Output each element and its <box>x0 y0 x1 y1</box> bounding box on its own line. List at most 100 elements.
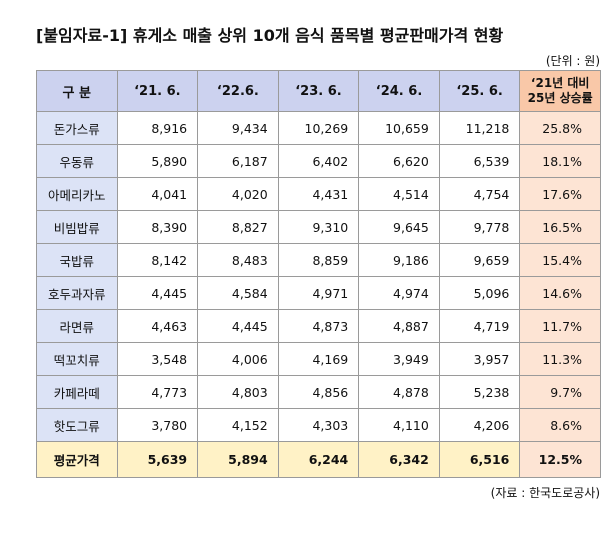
cell: 5,890 <box>116 144 199 178</box>
column-header: ‘24. 6. <box>358 70 440 112</box>
row-label: 평균가격 <box>36 441 118 478</box>
data-row: 비빔밥류 8,390 8,827 9,310 9,645 9,778 16.5% <box>36 210 601 244</box>
cell: 6,244 <box>277 441 360 478</box>
data-row: 떡꼬치류 3,548 4,006 4,169 3,949 3,957 11.3% <box>36 342 601 376</box>
cell: 16.5% <box>519 210 601 244</box>
cell: 8,859 <box>277 243 360 277</box>
header-row: 구 분 ‘21. 6. ‘22.6. ‘23. 6. ‘24. 6. ‘25. 6. ‘21… <box>36 70 601 112</box>
cell: 8,916 <box>116 111 199 145</box>
price-table: 구 분 ‘21. 6. ‘22.6. ‘23. 6. ‘24. 6. ‘25. 6. ‘21… <box>36 70 601 478</box>
data-row: 카페라떼 4,773 4,803 4,856 4,878 5,238 9.7% <box>36 375 601 409</box>
column-header: ‘25. 6. <box>438 70 521 112</box>
cell: 4,206 <box>438 408 521 442</box>
cell: 4,584 <box>197 276 279 310</box>
cell: 8.6% <box>519 408 601 442</box>
header-line: 25년 상승률 <box>527 91 593 105</box>
cell: 12.5% <box>519 441 601 478</box>
row-label: 우동류 <box>36 144 118 178</box>
data-row: 라면류 4,463 4,445 4,873 4,887 4,719 11.7% <box>36 309 601 343</box>
cell: 4,773 <box>116 375 199 409</box>
cell: 8,390 <box>116 210 199 244</box>
cell: 9,659 <box>438 243 521 277</box>
cell: 4,856 <box>277 375 360 409</box>
cell: 18.1% <box>519 144 601 178</box>
cell: 9,434 <box>197 111 279 145</box>
column-header: 구 분 <box>36 70 118 112</box>
cell: 6,620 <box>358 144 440 178</box>
cell: 9,186 <box>358 243 440 277</box>
cell: 17.6% <box>519 177 601 211</box>
cell: 11.7% <box>519 309 601 343</box>
cell: 4,514 <box>358 177 440 211</box>
data-row: 국밥류 8,142 8,483 8,859 9,186 9,659 15.4% <box>36 243 601 277</box>
cell: 4,971 <box>277 276 360 310</box>
row-label: 비빔밥류 <box>36 210 118 244</box>
data-row: 호두과자류 4,445 4,584 4,971 4,974 5,096 14.6% <box>36 276 601 310</box>
cell: 5,639 <box>116 441 199 478</box>
cell: 15.4% <box>519 243 601 277</box>
cell: 4,152 <box>197 408 279 442</box>
cell: 8,827 <box>197 210 279 244</box>
row-label: 라면류 <box>36 309 118 343</box>
source: (자료 : 한국도로공사) <box>490 486 600 500</box>
data-row: 우동류 5,890 6,187 6,402 6,620 6,539 18.1% <box>36 144 601 178</box>
cell: 6,539 <box>438 144 521 178</box>
row-label: 카페라떼 <box>36 375 118 409</box>
cell: 4,463 <box>116 309 199 343</box>
cell: 4,006 <box>197 342 279 376</box>
cell: 5,238 <box>438 375 521 409</box>
cell: 4,873 <box>277 309 360 343</box>
cell: 4,754 <box>438 177 521 211</box>
cell: 11,218 <box>438 111 521 145</box>
data-row: 핫도그류 3,780 4,152 4,303 4,110 4,206 8.6% <box>36 408 601 442</box>
cell: 4,169 <box>277 342 360 376</box>
cell: 9,645 <box>358 210 440 244</box>
row-label: 아메리카노 <box>36 177 118 211</box>
unit: (단위 : 원) <box>545 54 600 68</box>
data-row: 돈가스류 8,916 9,434 10,269 10,659 11,218 25.8% <box>36 111 601 145</box>
row-label: 핫도그류 <box>36 408 118 442</box>
row-label: 돈가스류 <box>36 111 118 145</box>
row-label: 호두과자류 <box>36 276 118 310</box>
cell: 5,096 <box>438 276 521 310</box>
cell: 6,342 <box>358 441 440 478</box>
column-header: ‘23. 6. <box>277 70 360 112</box>
cell: 4,445 <box>116 276 199 310</box>
cell: 10,659 <box>358 111 440 145</box>
average-row: 평균가격 5,639 5,894 6,244 6,342 6,516 12.5% <box>36 441 601 478</box>
cell: 25.8% <box>519 111 601 145</box>
column-header: ‘21년 대비 25년 상승률 <box>519 70 601 112</box>
cell: 4,431 <box>277 177 360 211</box>
cell: 9.7% <box>519 375 601 409</box>
cell: 6,402 <box>277 144 360 178</box>
cell: 4,041 <box>116 177 199 211</box>
title: [붙임자료-1] 휴게소 매출 상위 10개 음식 품목별 평균판매가격 현황 <box>36 26 504 45</box>
cell: 4,887 <box>358 309 440 343</box>
cell: 6,516 <box>438 441 521 478</box>
cell: 3,548 <box>116 342 199 376</box>
cell: 8,142 <box>116 243 199 277</box>
cell: 4,974 <box>358 276 440 310</box>
cell: 3,949 <box>358 342 440 376</box>
header-line: ‘21년 대비 <box>530 76 590 90</box>
cell: 9,778 <box>438 210 521 244</box>
cell: 8,483 <box>197 243 279 277</box>
column-header: ‘22.6. <box>197 70 279 112</box>
cell: 4,020 <box>197 177 279 211</box>
cell: 4,303 <box>277 408 360 442</box>
cell: 6,187 <box>197 144 279 178</box>
cell: 14.6% <box>519 276 601 310</box>
row-label: 국밥류 <box>36 243 118 277</box>
cell: 9,310 <box>277 210 360 244</box>
column-header: ‘21. 6. <box>116 70 199 112</box>
row-label: 떡꼬치류 <box>36 342 118 376</box>
cell: 4,719 <box>438 309 521 343</box>
cell: 10,269 <box>277 111 360 145</box>
cell: 4,878 <box>358 375 440 409</box>
cell: 4,803 <box>197 375 279 409</box>
cell: 5,894 <box>197 441 279 478</box>
data-row: 아메리카노 4,041 4,020 4,431 4,514 4,754 17.6% <box>36 177 601 211</box>
cell: 3,957 <box>438 342 521 376</box>
cell: 11.3% <box>519 342 601 376</box>
